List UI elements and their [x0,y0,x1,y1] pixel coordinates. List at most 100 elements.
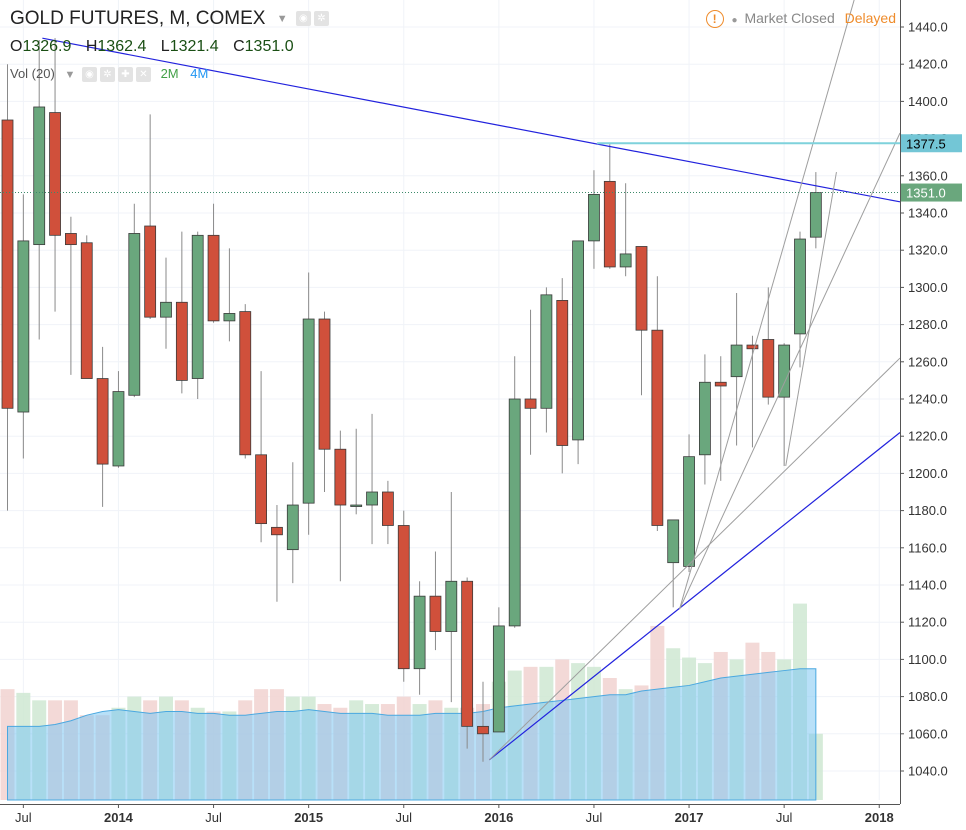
candle-down[interactable] [477,725,489,735]
gear-icon[interactable]: ✲ [313,11,329,27]
candle-down[interactable] [175,301,188,381]
candle-up[interactable] [699,381,711,456]
eye-icon[interactable]: ◉ [295,11,311,27]
candle-up[interactable] [160,301,172,318]
resistance-price-tag [901,134,962,153]
candle-up[interactable] [413,595,426,670]
close-value: 1351.0 [244,38,294,55]
candle-up[interactable] [794,238,806,335]
candle-down[interactable] [65,233,77,246]
fan-line[interactable] [679,0,858,610]
price-axis[interactable]: 1040.0 1060.0 1080.0 1100.0 1120.0 1140.0 1160… [900,0,966,830]
candle-up[interactable] [492,625,505,733]
candle-down[interactable] [762,339,775,398]
candle-up[interactable] [128,233,141,396]
trend-drawings[interactable] [0,0,901,761]
candle-down[interactable] [603,180,616,268]
candle-up[interactable] [667,519,680,564]
chevron-down-icon[interactable]: ▼ [276,12,288,25]
candle-down[interactable] [318,318,331,450]
candle-down[interactable] [651,329,664,526]
candle-down[interactable] [334,448,347,506]
fan-line[interactable] [785,171,837,467]
period-2m: 2M [160,66,179,81]
candle-down[interactable] [96,378,109,465]
candle-up[interactable] [619,253,632,268]
fan-line[interactable] [488,357,901,761]
candle-down[interactable] [556,300,569,446]
candle-up[interactable] [572,240,584,441]
close-label: C [233,38,245,55]
low-value: 1321.4 [169,38,219,55]
time-tick-label: Jul [205,810,222,825]
time-tick-label: Jul [15,810,32,825]
price-tick-label: 1040.0 [908,764,948,779]
candle-down[interactable] [524,398,537,409]
candlesticks[interactable] [1,38,822,762]
candle-down[interactable] [80,242,93,379]
price-tick-label: 1140.0 [908,578,947,593]
candle-up[interactable] [508,398,521,627]
candle-up[interactable] [17,240,30,413]
candle-down[interactable] [144,225,157,318]
candle-up[interactable] [540,294,553,409]
last-price-tag [901,183,962,202]
candle-down[interactable] [461,580,474,727]
plus-icon[interactable]: ✚ [117,67,133,83]
candle-down[interactable] [714,381,727,387]
candle-down[interactable] [1,119,14,409]
warning-icon[interactable]: ! [705,10,724,28]
candle-up[interactable] [588,193,600,242]
candle-down[interactable] [255,454,268,525]
candle-down[interactable] [207,234,220,322]
fan-line[interactable] [679,132,901,610]
candle-up[interactable] [778,344,791,398]
candle-down[interactable] [397,525,410,670]
chevron-down-icon[interactable]: ▼ [64,68,76,81]
candle-up[interactable] [445,580,458,632]
price-tick-label: 1060.0 [908,726,948,741]
volume-label[interactable]: Vol (20) [10,66,55,81]
market-status: ! ● Market Closed Delayed [705,10,896,28]
close-icon[interactable]: ✕ [135,67,151,83]
price-tick-label: 1420.0 [908,57,948,72]
candle-up[interactable] [350,504,363,507]
candle-down[interactable] [635,246,648,331]
descending-trendline[interactable] [42,37,901,203]
time-tick-label: 2015 [294,810,323,825]
symbol-title[interactable]: GOLD FUTURES, M, COMEX ▼ ◉ ✲ [10,8,329,30]
time-axis[interactable]: Jul 2014 Jul 2015 Jul 2016 Jul 2017 Jul 2018 [0,804,900,830]
candle-up[interactable] [366,491,378,506]
time-tick-label: 2016 [484,810,513,825]
price-tick-label: 1120.0 [908,615,947,630]
candle-down[interactable] [49,112,61,236]
time-tick-label: Jul [586,810,603,825]
candle-up[interactable] [302,318,315,504]
candle-up[interactable] [223,313,236,322]
ascending-trendline[interactable] [488,432,901,761]
time-tick-label: Jul [776,810,793,825]
candle-down[interactable] [381,491,394,526]
candle-up[interactable] [33,106,46,246]
candle-up[interactable] [730,344,743,378]
time-tick-label: 2014 [104,810,134,825]
candle-down[interactable] [239,311,252,456]
candle-up[interactable] [286,504,299,551]
low-label: L [160,38,170,55]
candle-up[interactable] [683,456,695,567]
candle-up[interactable] [809,192,822,238]
time-tick-label: 2018 [865,810,894,825]
volume-legend[interactable]: Vol (20) ▼ ◉ ✲ ✚ ✕ 2M 4M [10,66,208,83]
price-tick-label: 1280.0 [908,317,948,332]
eye-icon[interactable]: ◉ [81,67,97,83]
price-tick-label: 1440.0 [908,20,948,35]
gear-icon[interactable]: ✲ [99,67,115,83]
candle-down[interactable] [746,344,759,350]
candle-up[interactable] [112,391,125,467]
symbol-name[interactable]: GOLD FUTURES, M, COMEX [10,8,266,29]
candle-up[interactable] [191,234,204,379]
candle-down[interactable] [271,526,283,536]
volume-moving-average [7,668,817,801]
candle-down[interactable] [429,595,442,632]
